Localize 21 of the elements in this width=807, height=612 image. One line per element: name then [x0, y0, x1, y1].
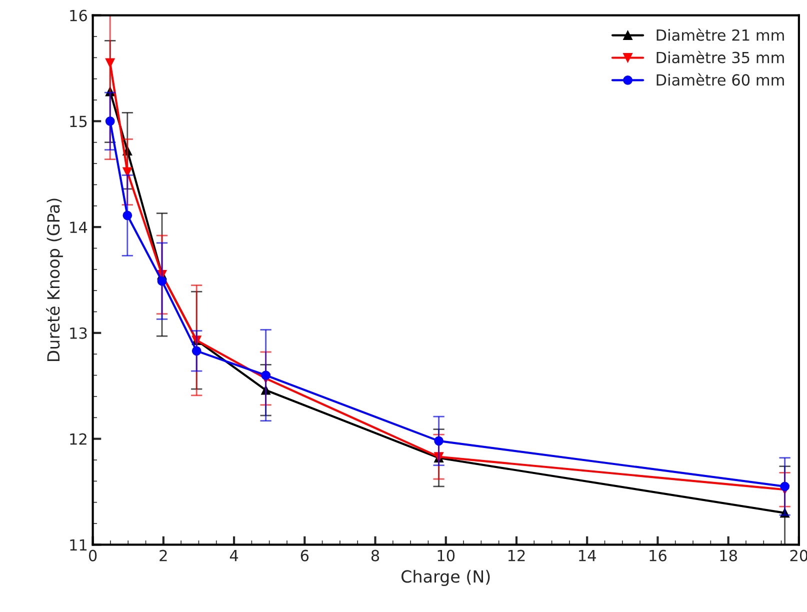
y-tick-label: 14	[70, 222, 88, 233]
legend-label: Diamètre 21 mm	[656, 28, 784, 41]
y-tick-label: 16	[70, 10, 87, 22]
y-axis-title: Dureté Knoop (GPa)	[46, 198, 63, 362]
legend-label: Diamètre 60 mm	[656, 73, 784, 86]
y-tick-label: 11	[70, 539, 87, 550]
x-tick-label: 10	[438, 550, 455, 562]
y-tick-label: 12	[70, 433, 86, 445]
x-tick-label: 2	[160, 550, 167, 562]
x-tick-label: 12	[508, 550, 525, 562]
x-tick-label: 18	[720, 550, 737, 562]
y-tick-label: 13	[70, 327, 87, 339]
x-tick-label: 0	[88, 550, 97, 562]
x-axis-title: Charge (N)	[402, 570, 490, 586]
x-tick-label: 8	[371, 550, 380, 562]
x-tick-label: 16	[650, 550, 666, 562]
x-tick-label: 4	[230, 550, 238, 562]
x-tick-label: 14	[579, 550, 596, 562]
y-tick-label: 15	[70, 116, 87, 128]
legend-label: Diamètre 35 mm	[656, 50, 784, 64]
x-tick-label: 6	[300, 550, 309, 562]
